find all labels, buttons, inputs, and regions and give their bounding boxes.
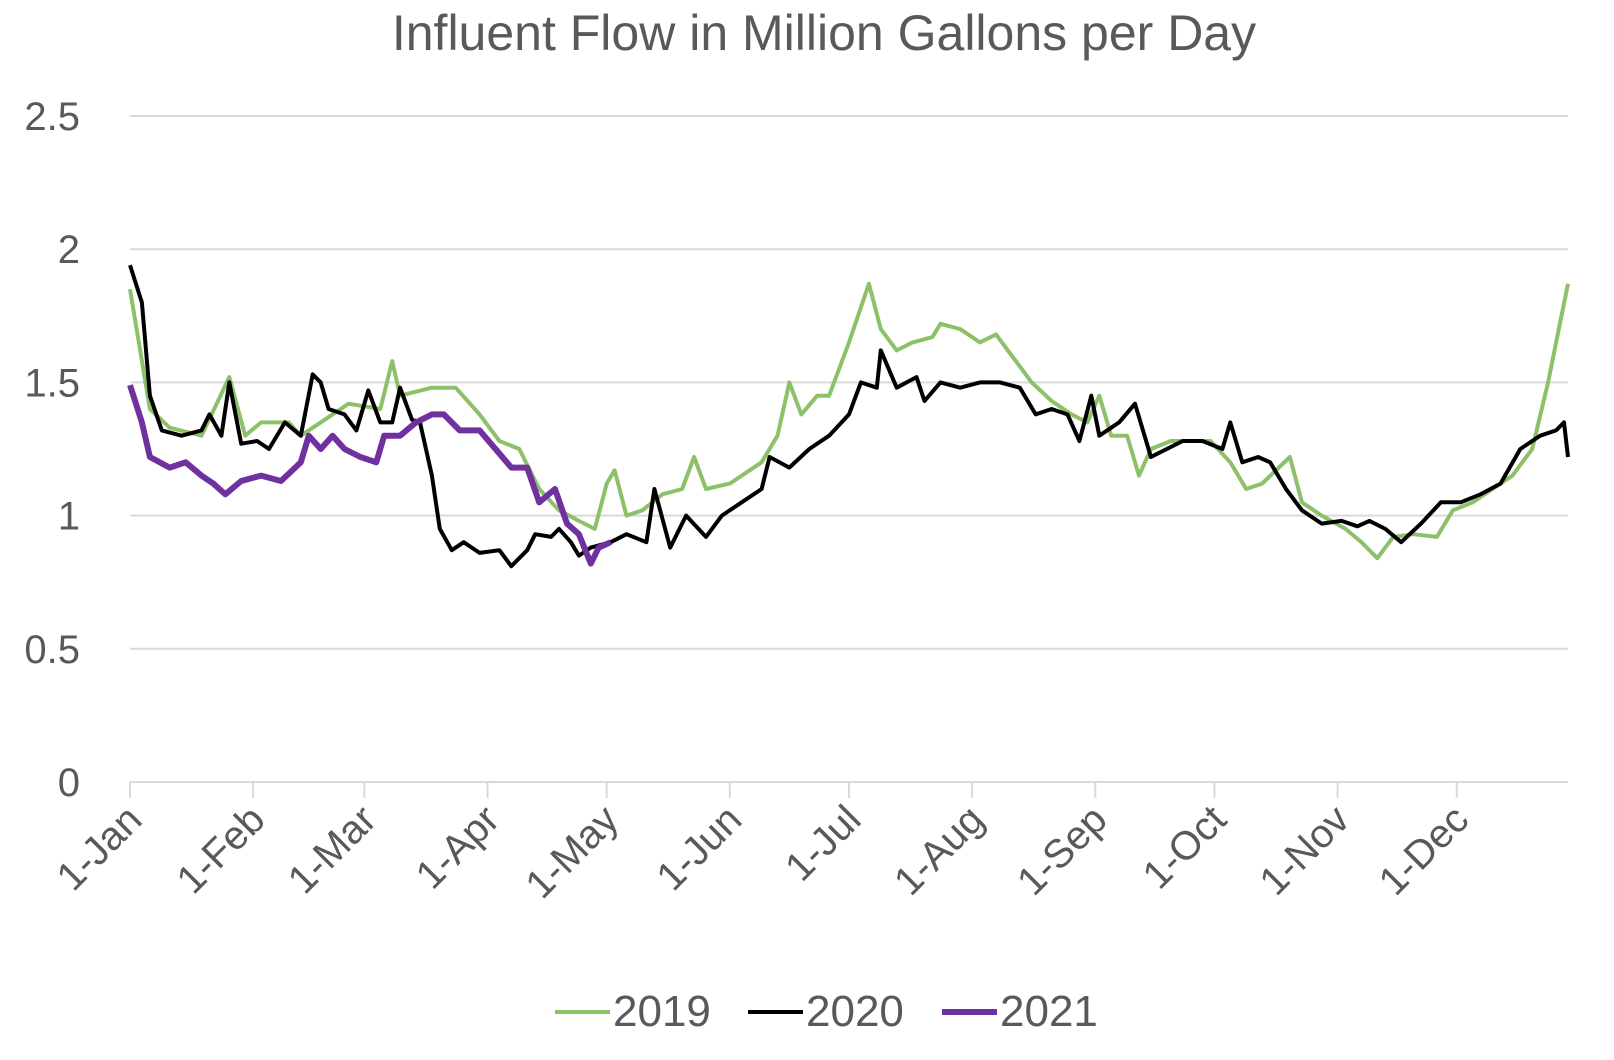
series-line (127, 384, 612, 567)
series-line (128, 281, 1570, 561)
y-tick-label: 2 (58, 228, 80, 272)
y-tick-label: 1.5 (24, 361, 80, 405)
x-tick-label: 1-Aug (886, 797, 993, 904)
x-tick-label: 1-Jan (48, 797, 150, 899)
x-tick-label: 1-Nov (1251, 797, 1358, 904)
y-tick-label: 0 (58, 761, 80, 805)
x-tick-label: 1-Feb (169, 797, 274, 902)
chart-title: Influent Flow in Million Gallons per Day (392, 5, 1256, 61)
y-tick-label: 2.5 (24, 95, 80, 139)
x-tick-label: 1-Jun (648, 797, 750, 899)
x-tick-label: 1-Dec (1371, 797, 1478, 904)
y-tick-label: 1 (58, 495, 80, 539)
x-tick-label: 1-May (517, 797, 627, 907)
y-tick-label: 0.5 (24, 628, 80, 672)
legend-label: 2021 (1000, 987, 1098, 1036)
series-line (128, 264, 1570, 569)
legend-label: 2019 (613, 987, 711, 1036)
x-tick-label: 1-Mar (280, 797, 385, 902)
x-tick-label: 1-Apr (408, 797, 508, 897)
x-tick-label: 1-Jul (777, 797, 869, 889)
x-tick-label: 1-Sep (1009, 797, 1116, 904)
legend-label: 2020 (806, 987, 904, 1036)
x-tick-label: 1-Oct (1135, 797, 1235, 897)
